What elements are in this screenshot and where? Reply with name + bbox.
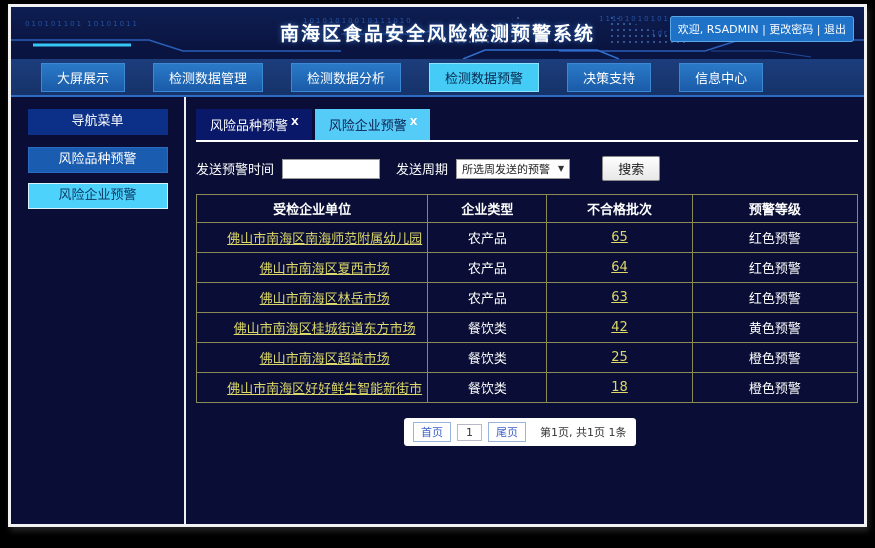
- last-page-button[interactable]: 尾页: [488, 422, 526, 442]
- pagination: 首页 1 尾页 第1页, 共1页 1条: [404, 418, 636, 446]
- nav-item-info-center[interactable]: 信息中心: [679, 62, 764, 92]
- nav-item-decision-support[interactable]: 决策支持: [567, 62, 652, 92]
- main-area: 导航菜单 风险品种预警 风险企业预警 风险品种预警 X 风险企业预警 X 发送预警时…: [11, 97, 864, 524]
- content-panel: 风险品种预警 X 风险企业预警 X 发送预警时间 发送周期 所选周发送的预警 ▼ 搜…: [186, 97, 864, 524]
- send-cycle-select[interactable]: 所选周发送的预警 ▼: [456, 158, 571, 179]
- company-type: 餐饮类: [427, 342, 548, 373]
- table-row: 佛山市南海区超益市场 餐饮类 25 橙色预警: [195, 342, 859, 373]
- tab-label: 风险品种预警: [210, 119, 289, 134]
- table-row: 佛山市南海区林岳市场 农产品 63 红色预警: [195, 282, 859, 313]
- nav-item-data-management[interactable]: 检测数据管理: [153, 62, 264, 92]
- top-nav: 大屏展示 检测数据管理 检测数据分析 检测数据预警 决策支持 信息中心: [11, 59, 864, 97]
- select-value: 所选周发送的预警: [462, 162, 551, 176]
- page-title: 南海区食品安全风险检测预警系统: [279, 23, 595, 45]
- user-bar: 欢迎, RSADMIN | 更改密码 | 退出: [669, 16, 854, 42]
- warning-level: 红色预警: [691, 222, 859, 253]
- nav-item-data-warning[interactable]: 检测数据预警: [429, 62, 540, 92]
- filter-row: 发送预警时间 发送周期 所选周发送的预警 ▼ 搜索: [196, 156, 858, 181]
- warning-level: 橙色预警: [691, 372, 859, 403]
- close-icon[interactable]: X: [291, 116, 299, 128]
- company-link[interactable]: 佛山市南海区南海师范附属幼儿园: [227, 232, 423, 247]
- company-link[interactable]: 佛山市南海区林岳市场: [259, 292, 390, 307]
- company-link[interactable]: 佛山市南海区夏西市场: [259, 262, 390, 277]
- batches-link[interactable]: 42: [611, 320, 628, 335]
- col-header-batches: 不合格批次: [546, 194, 693, 223]
- warning-time-label: 发送预警时间: [196, 163, 275, 178]
- table-header-row: 受检企业单位 企业类型 不合格批次 预警等级: [195, 194, 859, 223]
- company-type: 农产品: [427, 222, 548, 253]
- binary-decoration: 10101010010111010: [303, 17, 413, 25]
- header: 010101101 10101011 10101010010111010 111…: [11, 7, 864, 59]
- company-type: 农产品: [427, 252, 548, 283]
- sidebar: 导航菜单 风险品种预警 风险企业预警: [11, 97, 186, 524]
- company-type: 餐饮类: [427, 312, 548, 343]
- tab-label: 风险企业预警: [328, 119, 407, 134]
- sidebar-item-risk-variety[interactable]: 风险品种预警: [27, 147, 168, 173]
- col-header-company: 受检企业单位: [195, 194, 429, 223]
- batches-link[interactable]: 63: [611, 290, 628, 305]
- current-page[interactable]: 1: [457, 423, 482, 441]
- app-window: 010101101 10101011 10101010010111010 111…: [8, 4, 867, 527]
- warning-level: 橙色预警: [691, 342, 859, 373]
- binary-decoration: 010101101 10101011: [25, 20, 139, 28]
- company-link[interactable]: 佛山市南海区好好鲜生智能新街市: [227, 382, 423, 397]
- company-type: 餐饮类: [427, 372, 548, 403]
- binary-decoration: 111010101010101010: [599, 15, 716, 23]
- tab-risk-variety[interactable]: 风险品种预警 X: [196, 109, 312, 140]
- close-icon[interactable]: X: [409, 116, 418, 128]
- col-header-type: 企业类型: [427, 194, 548, 223]
- sidebar-title: 导航菜单: [27, 109, 168, 135]
- sidebar-item-risk-enterprise[interactable]: 风险企业预警: [27, 183, 168, 209]
- first-page-button[interactable]: 首页: [413, 422, 451, 442]
- warning-level: 红色预警: [691, 282, 859, 313]
- warning-time-input[interactable]: [282, 158, 381, 179]
- table-row: 佛山市南海区南海师范附属幼儿园 农产品 65 红色预警: [195, 222, 859, 253]
- change-password-link[interactable]: 更改密码: [769, 23, 814, 36]
- nav-item-big-screen[interactable]: 大屏展示: [41, 62, 126, 92]
- batches-link[interactable]: 18: [611, 380, 628, 395]
- col-header-level: 预警等级: [691, 194, 859, 223]
- company-type: 农产品: [427, 282, 548, 313]
- logout-link[interactable]: 退出: [824, 23, 846, 36]
- warning-level: 红色预警: [691, 252, 859, 283]
- welcome-text: 欢迎, RSADMIN: [677, 23, 759, 36]
- search-button[interactable]: 搜索: [602, 156, 661, 181]
- table-row: 佛山市南海区好好鲜生智能新街市 餐饮类 18 橙色预警: [195, 372, 859, 403]
- tab-bar: 风险品种预警 X 风险企业预警 X: [196, 109, 858, 142]
- table-row: 佛山市南海区夏西市场 农产品 64 红色预警: [195, 252, 859, 283]
- company-link[interactable]: 佛山市南海区桂城街道东方市场: [233, 322, 416, 337]
- pagination-summary: 第1页, 共1页 1条: [540, 426, 627, 439]
- batches-link[interactable]: 64: [611, 260, 628, 275]
- batches-link[interactable]: 65: [611, 230, 628, 245]
- chevron-down-icon: ▼: [558, 164, 565, 173]
- table-row: 佛山市南海区桂城街道东方市场 餐饮类 42 黄色预警: [195, 312, 859, 343]
- tab-risk-enterprise[interactable]: 风险企业预警 X: [314, 109, 431, 140]
- nav-item-data-analysis[interactable]: 检测数据分析: [291, 62, 402, 92]
- send-cycle-label: 发送周期: [396, 163, 449, 178]
- separator: |: [762, 23, 766, 36]
- company-link[interactable]: 佛山市南海区超益市场: [259, 352, 390, 367]
- separator: |: [816, 23, 821, 36]
- warning-level: 黄色预警: [691, 312, 859, 343]
- batches-link[interactable]: 25: [611, 350, 628, 365]
- warning-table: 受检企业单位 企业类型 不合格批次 预警等级 佛山市南海区南海师范附属幼儿园 农…: [195, 194, 859, 403]
